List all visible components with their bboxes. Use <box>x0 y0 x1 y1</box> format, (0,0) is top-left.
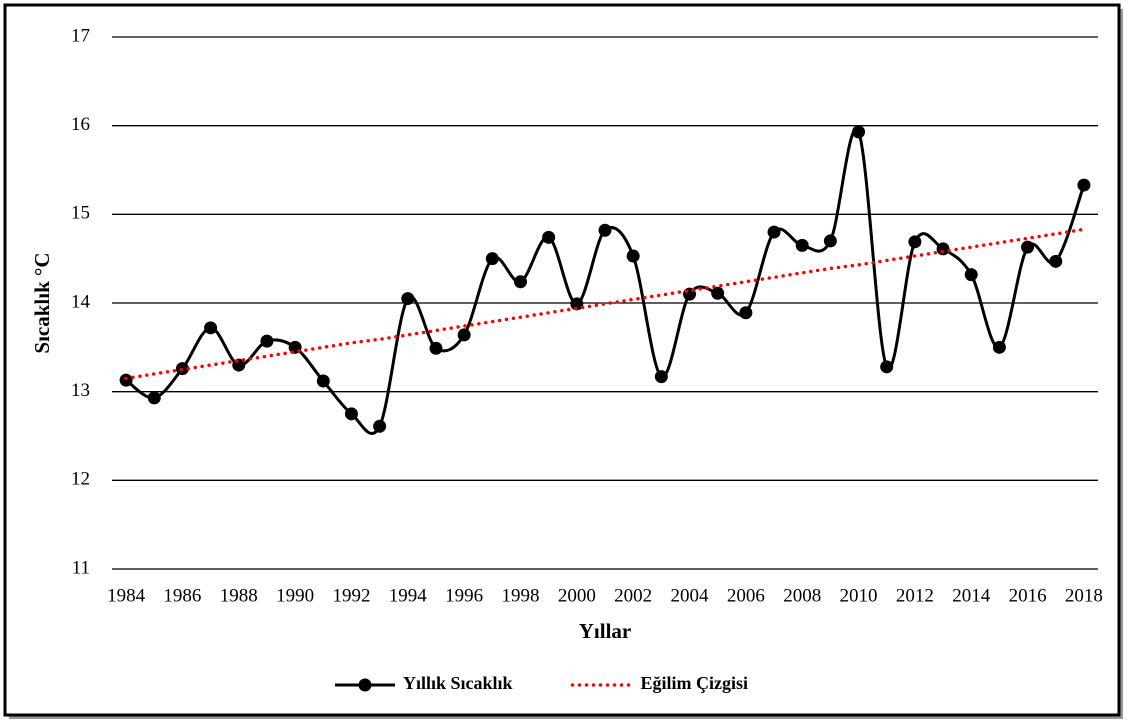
marker <box>852 125 866 139</box>
x-tick-label: 2006 <box>727 585 765 606</box>
y-tick-label: 12 <box>71 469 90 490</box>
frame <box>3 3 1121 717</box>
marker <box>373 419 387 433</box>
marker <box>513 275 527 289</box>
x-tick-label: 1994 <box>389 585 428 606</box>
y-axis-label: Sıcaklık °C <box>30 252 54 353</box>
marker <box>992 340 1006 354</box>
x-axis-label: Yıllar <box>579 619 632 643</box>
marker <box>626 249 640 263</box>
x-tick-label: 1996 <box>445 585 483 606</box>
marker <box>457 328 471 342</box>
x-tick-label: 2016 <box>1009 585 1047 606</box>
x-tick-label: 2000 <box>558 585 596 606</box>
marker <box>823 234 837 248</box>
marker <box>570 297 584 311</box>
marker <box>795 238 809 252</box>
marker <box>964 268 978 282</box>
x-tick-label: 2018 <box>1065 585 1103 606</box>
marker <box>767 225 781 239</box>
marker <box>654 370 668 384</box>
legend-label: Eğilim Çizgisi <box>641 673 749 693</box>
trend-line <box>124 227 1086 381</box>
marker <box>1077 178 1091 192</box>
marker <box>485 252 499 266</box>
marker <box>598 223 612 237</box>
x-tick-label: 2012 <box>896 585 934 606</box>
marker <box>204 321 218 335</box>
x-tick-label: 1984 <box>107 585 146 606</box>
marker <box>1021 240 1035 254</box>
marker <box>1049 254 1063 268</box>
legend-marker <box>358 678 372 692</box>
x-tick-label: 2010 <box>840 585 878 606</box>
marker <box>542 230 556 244</box>
x-tick-label: 1992 <box>332 585 370 606</box>
y-tick-label: 11 <box>72 557 90 578</box>
x-tick-label: 2002 <box>614 585 652 606</box>
marker <box>260 334 274 348</box>
marker <box>908 235 922 249</box>
marker <box>401 292 415 306</box>
legend-label: Yıllık Sıcaklık <box>403 673 513 693</box>
marker <box>316 374 330 388</box>
x-tick-label: 2004 <box>671 585 710 606</box>
marker <box>344 407 358 421</box>
x-tick-label: 2014 <box>952 585 991 606</box>
y-tick-label: 14 <box>71 291 91 312</box>
marker <box>147 391 161 405</box>
x-tick-label: 1990 <box>276 585 314 606</box>
y-tick-label: 17 <box>71 25 90 46</box>
y-tick-label: 13 <box>71 380 90 401</box>
y-tick-label: 16 <box>71 114 90 135</box>
x-tick-label: 1998 <box>501 585 539 606</box>
x-tick-label: 2008 <box>783 585 821 606</box>
x-tick-label: 1986 <box>163 585 201 606</box>
marker <box>880 360 894 374</box>
x-tick-label: 1988 <box>220 585 258 606</box>
marker <box>119 373 133 387</box>
marker <box>711 286 725 300</box>
marker <box>429 341 443 355</box>
y-tick-label: 15 <box>71 203 90 224</box>
marker <box>739 306 753 320</box>
marker <box>936 242 950 256</box>
